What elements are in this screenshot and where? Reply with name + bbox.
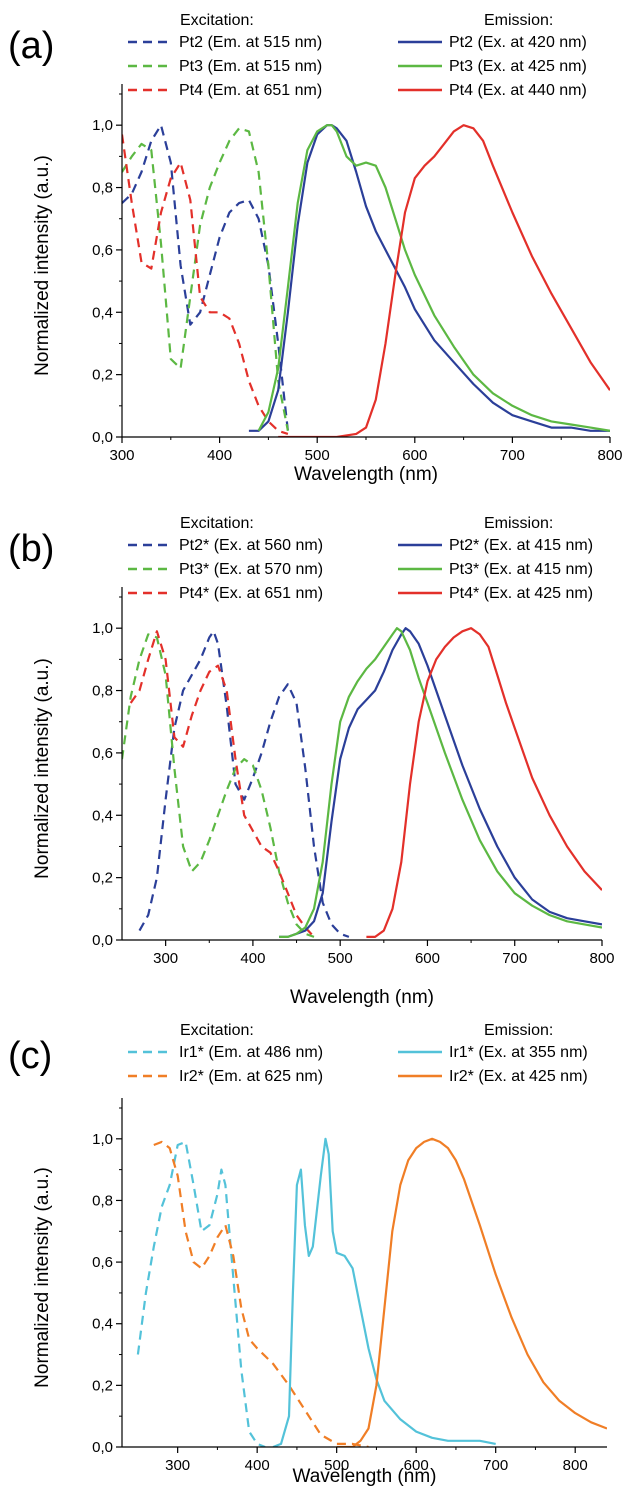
legend: Excitation: Emission: Pt2* (Ex. at 560 nm)… [128, 515, 593, 602]
x-tick-label: 700 [483, 1457, 508, 1474]
legend-entry: Pt2 (Ex. at 420 nm) [449, 34, 587, 51]
series-line-excitation-1 [122, 124, 289, 431]
panel-label: (c) [8, 1035, 52, 1077]
panel-label: (a) [8, 25, 54, 67]
y-tick-label: 0,0 [92, 1439, 113, 1456]
y-tick-label: 1,0 [92, 117, 113, 134]
y-tick-label: 0,8 [92, 180, 113, 197]
x-tick-label: 600 [402, 447, 427, 464]
legend-entry: Ir1* (Ex. at 355 nm) [449, 1044, 588, 1061]
y-tick-label: 0,0 [92, 429, 113, 446]
series-line-emission-3 [272, 1137, 496, 1447]
chart-panel-1: (a) 300 400 500 600 700 800 0,0 0,2 0,4 0,6 0,8 1,0 W… [8, 12, 623, 485]
x-tick-label: 400 [207, 447, 232, 464]
series-line-emission-4 [279, 627, 602, 938]
series-group [122, 124, 610, 437]
legend-header-emission: Emission: [484, 515, 553, 532]
x-tick-label: 300 [109, 447, 134, 464]
y-tick-label: 0,2 [92, 1377, 113, 1394]
series-line-emission-4 [336, 1137, 607, 1447]
legend-entry: Pt3* (Ex. at 415 nm) [449, 561, 593, 578]
series-group [122, 627, 602, 938]
y-tick-label: 0,6 [92, 242, 113, 259]
series-line-emission-5 [279, 627, 602, 938]
y-tick-label: 0,4 [92, 807, 113, 824]
legend-entry: Ir2* (Em. at 625 nm) [179, 1068, 323, 1085]
series-line-excitation-2 [122, 633, 315, 938]
legend-entry: Pt3 (Ex. at 425 nm) [449, 58, 587, 75]
series-line-emission-5 [257, 124, 610, 432]
series-line-emission-6 [278, 124, 610, 437]
series-line-excitation-2 [153, 1140, 369, 1447]
y-axis-title: Normalized intensity (a.u.) [32, 155, 53, 376]
legend-entry: Pt3* (Ex. at 570 nm) [179, 561, 323, 578]
x-tick-label: 800 [563, 1457, 588, 1474]
y-tick-label: 0,0 [92, 932, 113, 949]
series-line-excitation-3 [129, 630, 315, 938]
legend-entry: Pt4* (Ex. at 651 nm) [179, 585, 323, 602]
legend-header-emission: Emission: [484, 12, 553, 29]
y-tick-label: 1,0 [92, 620, 113, 637]
x-axis-title: Wavelength (nm) [294, 464, 438, 485]
legend-entry: Ir2* (Ex. at 425 nm) [449, 1068, 588, 1085]
legend-header-excitation: Excitation: [180, 515, 254, 532]
legend-entry: Pt4 (Em. at 651 nm) [179, 82, 322, 99]
series-line-excitation-2 [122, 127, 289, 432]
y-tick-label: 0,4 [92, 304, 113, 321]
legend: Excitation: Emission: Pt2 (Em. at 515 nm) P… [128, 12, 587, 99]
series-line-emission-6 [366, 627, 602, 938]
series-line-emission-4 [248, 124, 610, 432]
chart-panel-2: (b) 300 400 500 600 700 800 0,0 0,2 0,4 0,6 0,8 1,0 W… [8, 515, 615, 1008]
y-tick-label: 0,2 [92, 367, 113, 384]
legend-header-excitation: Excitation: [180, 1022, 254, 1039]
y-tick-label: 0,6 [92, 745, 113, 762]
legend-entry: Pt4* (Ex. at 425 nm) [449, 585, 593, 602]
x-tick-label: 500 [328, 950, 353, 967]
legend-entry: Pt2* (Ex. at 560 nm) [179, 537, 323, 554]
y-tick-label: 0,8 [92, 683, 113, 700]
series-line-excitation-1 [138, 630, 350, 938]
x-axis-title: Wavelength (nm) [293, 1466, 437, 1487]
series-line-excitation-3 [122, 134, 289, 435]
series-line-excitation-1 [136, 1140, 266, 1447]
x-tick-label: 400 [240, 950, 265, 967]
panel-label: (b) [8, 528, 54, 570]
x-tick-label: 700 [502, 950, 527, 967]
series-group [136, 1137, 607, 1447]
legend-entry: Pt3 (Em. at 515 nm) [179, 58, 322, 75]
legend: Excitation: Emission: Ir1* (Em. at 486 nm)… [128, 1022, 588, 1085]
x-tick-label: 500 [305, 447, 330, 464]
x-axis-title: Wavelength (nm) [290, 987, 434, 1008]
x-tick-label: 800 [589, 950, 614, 967]
legend-entry: Pt2* (Ex. at 415 nm) [449, 537, 593, 554]
x-tick-label: 700 [500, 447, 525, 464]
y-tick-label: 0,6 [92, 1254, 113, 1271]
x-tick-label: 300 [153, 950, 178, 967]
x-tick-label: 800 [597, 447, 622, 464]
legend-entry: Ir1* (Em. at 486 nm) [179, 1044, 323, 1061]
y-tick-label: 0,8 [92, 1192, 113, 1209]
x-tick-label: 600 [404, 1457, 429, 1474]
legend-entry: Pt4 (Ex. at 440 nm) [449, 82, 587, 99]
legend-header-emission: Emission: [484, 1022, 553, 1039]
x-tick-label: 600 [415, 950, 440, 967]
legend-header-excitation: Excitation: [180, 12, 254, 29]
y-tick-label: 1,0 [92, 1131, 113, 1148]
legend-entry: Pt2 (Em. at 515 nm) [179, 34, 322, 51]
x-tick-label: 300 [165, 1457, 190, 1474]
y-axis-title: Normalized intensity (a.u.) [32, 658, 53, 879]
x-tick-label: 400 [245, 1457, 270, 1474]
chart-panel-3: (c) 300 400 500 600 700 800 0,0 0,2 0,4 0,6 0,8 1,0 W… [8, 1022, 607, 1487]
x-tick-label: 500 [324, 1457, 349, 1474]
y-tick-label: 0,2 [92, 870, 113, 887]
y-axis-title: Normalized intensity (a.u.) [32, 1167, 53, 1388]
y-tick-label: 0,4 [92, 1316, 113, 1333]
